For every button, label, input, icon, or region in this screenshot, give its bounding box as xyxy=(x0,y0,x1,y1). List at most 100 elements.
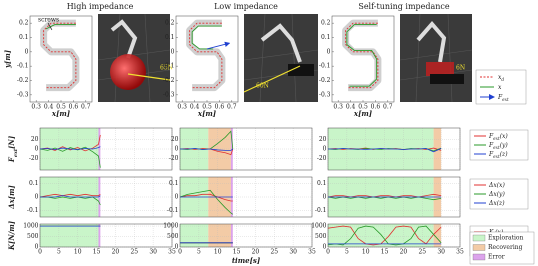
phase-region xyxy=(208,128,231,170)
y-tick-label: 0.2 xyxy=(321,20,331,27)
x-tick-label: 25 xyxy=(418,249,426,256)
label-part: [N] xyxy=(7,135,16,149)
row-y-label: K[N/m] xyxy=(7,220,16,251)
photo-high xyxy=(97,13,171,103)
label-part: Δx xyxy=(488,182,497,189)
y-tick-label: 0 xyxy=(35,146,39,153)
series-line xyxy=(40,196,101,206)
force-label: 65N xyxy=(160,65,173,72)
y-tick-label: 0.1 xyxy=(169,180,179,187)
label-part: x xyxy=(498,84,502,91)
label-part: d xyxy=(501,77,504,82)
y-tick-label: -0.2 xyxy=(163,77,175,84)
legend-label: Error xyxy=(488,254,505,261)
y-tick-label: -0.1 xyxy=(163,63,175,70)
column-title: Low impedance xyxy=(214,2,278,11)
x-tick-label: 0.3 xyxy=(177,104,187,111)
label-part: (x) xyxy=(497,182,506,189)
phase-region xyxy=(98,128,101,170)
plot-frame xyxy=(39,223,173,248)
trajectory xyxy=(43,22,77,89)
x-axis-label: x[m] xyxy=(51,109,71,118)
legend-swatch xyxy=(472,234,486,242)
x-tick-label: 20 xyxy=(112,249,120,256)
y-tick-label: 0 xyxy=(323,194,327,201)
series-line xyxy=(39,193,101,198)
label-part: [m] xyxy=(7,184,16,199)
y-tick-label: -0.1 xyxy=(319,63,331,70)
y-tick-label: 0 xyxy=(327,48,331,55)
phase-region xyxy=(230,128,233,170)
x-tick-label: 15 xyxy=(93,249,101,256)
legend-label: Exploration xyxy=(488,235,524,242)
y-tick-label: 1000 xyxy=(163,223,178,230)
label-part: ext xyxy=(493,145,500,150)
legend-label: Δx(x) xyxy=(488,182,505,189)
label-part: x xyxy=(498,74,502,81)
x-tick-label: 25 xyxy=(130,249,138,256)
series-line xyxy=(180,148,234,151)
y-tick-label: 20 xyxy=(171,136,179,143)
x-tick-label: 35 xyxy=(168,249,176,256)
x-tick-label: 20 xyxy=(252,249,260,256)
trajectory xyxy=(45,24,76,30)
y-tick-label: -20 xyxy=(169,155,179,162)
y-tick-label: 0 xyxy=(323,244,327,251)
series-line xyxy=(39,146,101,150)
x-tick-label: 25 xyxy=(270,249,278,256)
x-tick-label: 0.5 xyxy=(202,104,212,111)
column-title: Self-tuning impedance xyxy=(358,2,450,11)
series-line xyxy=(40,195,101,198)
x-tick-label: 0.3 xyxy=(333,104,343,111)
phase-region xyxy=(433,224,442,247)
x-tick-label: 10 xyxy=(362,249,370,256)
y-tick-label: 0.1 xyxy=(19,34,29,41)
x-tick-label: 15 xyxy=(381,249,389,256)
label-part: ext xyxy=(493,136,500,141)
phase-region xyxy=(208,224,231,247)
x-tick-label: 10 xyxy=(214,249,222,256)
phase-region xyxy=(98,224,101,247)
y-tick-label: -0.1 xyxy=(27,207,39,214)
y-tick-label: 0.1 xyxy=(29,180,39,187)
y-tick-label: 0 xyxy=(175,146,179,153)
series-line xyxy=(327,225,442,246)
y-tick-label: -0.1 xyxy=(17,63,29,70)
y-axis-label: y[m] xyxy=(3,49,12,69)
y-tick-label: -20 xyxy=(317,155,327,162)
label-part: Δx xyxy=(488,200,497,207)
x-tick-label: 5 xyxy=(57,249,61,256)
x-axis-label: x[m] xyxy=(197,109,217,118)
trajectory xyxy=(206,41,231,50)
y-tick-label: 500 xyxy=(167,233,179,240)
label-part: F xyxy=(497,94,503,101)
x-tick-label: 5 xyxy=(197,249,201,256)
y-tick-label: 0 xyxy=(171,48,175,55)
x-tick-label: 0.7 xyxy=(227,104,237,111)
y-tick-label: 0 xyxy=(175,194,179,201)
y-tick-label: 0 xyxy=(323,146,327,153)
x-tick-label: 0.3 xyxy=(31,104,41,111)
label-part: [N/m] xyxy=(7,220,16,244)
series-line xyxy=(179,193,233,202)
label-part: F xyxy=(7,156,16,163)
legend-label: Fext(x) xyxy=(488,133,508,141)
x-tick-label: 15 xyxy=(233,249,241,256)
trajectory xyxy=(345,22,379,89)
label-part: (y) xyxy=(497,191,506,198)
y-tick-label: 20 xyxy=(31,136,39,143)
x-tick-label: 0.4 xyxy=(44,104,54,111)
photo-self xyxy=(399,13,473,103)
x-tick-label: 0.5 xyxy=(358,104,368,111)
y-tick-label: -0.3 xyxy=(319,91,331,98)
y-tick-label: 0.2 xyxy=(19,20,29,27)
x-tick-label: 0.7 xyxy=(81,104,91,111)
x-tick-label: 0 xyxy=(178,249,182,256)
series-line xyxy=(179,189,234,215)
x-tick-label: 10 xyxy=(74,249,82,256)
y-tick-label: -0.2 xyxy=(319,77,331,84)
legend-swatch xyxy=(472,244,486,251)
y-tick-label: -0.1 xyxy=(167,207,179,214)
y-tick-label: 0.1 xyxy=(317,180,327,187)
